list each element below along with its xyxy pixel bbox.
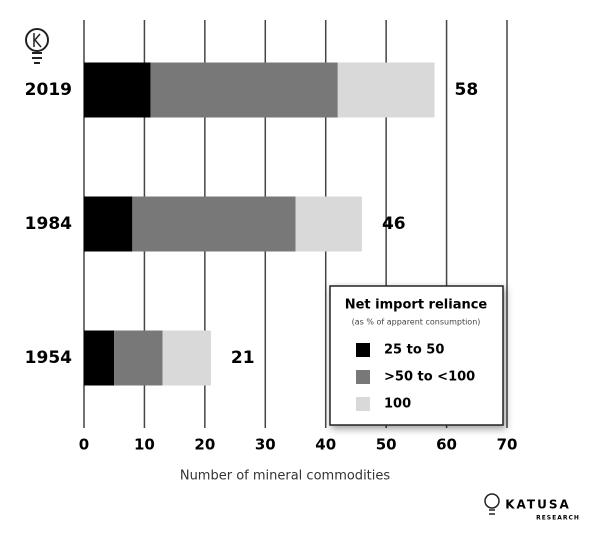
- legend-label: 100: [384, 397, 411, 412]
- brand-name: KATUSA: [505, 498, 571, 512]
- bar-segment: [295, 196, 362, 252]
- x-tick-label: 40: [315, 436, 336, 454]
- x-axis-label: Number of mineral commodities: [180, 469, 391, 484]
- bar-segment: [114, 330, 163, 386]
- legend-title: Net import reliance: [345, 298, 488, 313]
- legend-swatch: [356, 370, 370, 384]
- x-tick-label: 30: [255, 436, 276, 454]
- bar-segment: [337, 62, 435, 118]
- bar-segment: [162, 330, 211, 386]
- brand-icon: [484, 493, 500, 515]
- x-tick-label: 10: [134, 436, 155, 454]
- bars: 2019 58 1984 46 1954 21: [25, 62, 478, 386]
- x-tick-label: 20: [194, 436, 215, 454]
- bar-segment: [132, 196, 296, 252]
- logo-icon: [25, 28, 49, 64]
- bar-segment: [150, 62, 338, 118]
- bar-segment: [84, 330, 115, 386]
- x-tick-label: 60: [436, 436, 457, 454]
- legend-label: >50 to <100: [384, 370, 475, 385]
- value-label: 46: [382, 214, 406, 234]
- legend-swatch: [356, 397, 370, 411]
- brand-sub: RESEARCH: [536, 515, 580, 522]
- x-tick-label: 50: [376, 436, 397, 454]
- legend-subtitle: (as % of apparent consumption): [352, 318, 481, 327]
- y-tick-label: 2019: [25, 80, 72, 100]
- legend-swatch: [356, 343, 370, 357]
- legend-label: 25 to 50: [384, 343, 444, 358]
- x-tick-label: 0: [79, 436, 89, 454]
- value-label: 21: [231, 348, 255, 368]
- bar-segment: [84, 62, 151, 118]
- legend: Net import reliance (as % of apparent co…: [329, 285, 504, 426]
- value-label: 58: [454, 80, 478, 100]
- y-tick-label: 1954: [25, 348, 72, 368]
- bar-segment: [84, 196, 133, 252]
- y-tick-label: 1984: [25, 214, 72, 234]
- x-tick-label: 70: [497, 436, 518, 454]
